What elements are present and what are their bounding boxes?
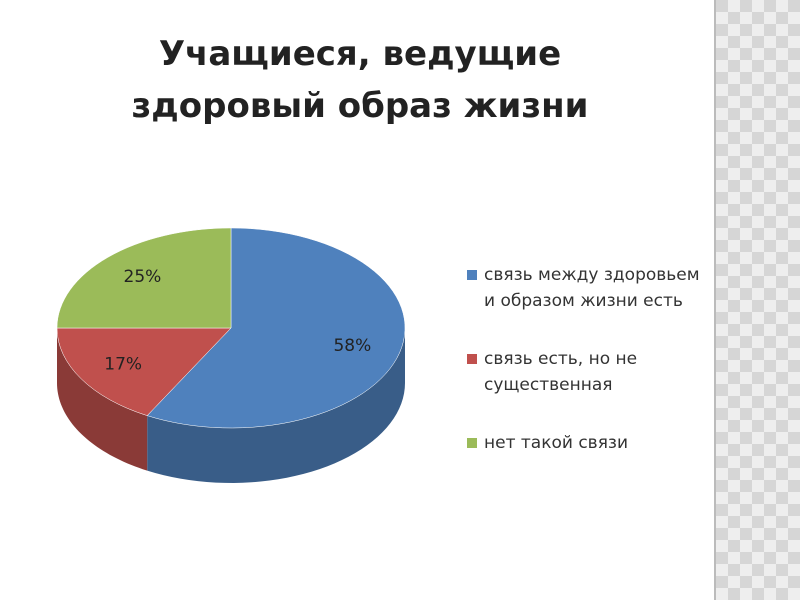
legend-swatch: [467, 270, 477, 280]
legend-label: связь между здоровьем и образом жизни ес…: [484, 265, 700, 311]
slice: [146, 227, 406, 429]
legend-swatch: [467, 438, 477, 448]
chart: 58% 17% 25%: [56, 227, 406, 483]
slice-side: [147, 328, 405, 483]
data-label: 58%: [333, 336, 371, 356]
chart-title: Учащиеся, ведущие здоровый образ жизни: [131, 34, 589, 126]
data-label: 25%: [124, 267, 162, 287]
legend-swatch: [467, 354, 477, 364]
slice-side: [57, 328, 148, 471]
legend-label: нет такой связи: [484, 433, 629, 453]
legend-label: связь есть, но не существенная: [484, 349, 638, 395]
decoration: [714, 0, 800, 600]
data-label: 17%: [104, 355, 142, 375]
slice: [56, 327, 232, 416]
slice: [56, 227, 232, 329]
